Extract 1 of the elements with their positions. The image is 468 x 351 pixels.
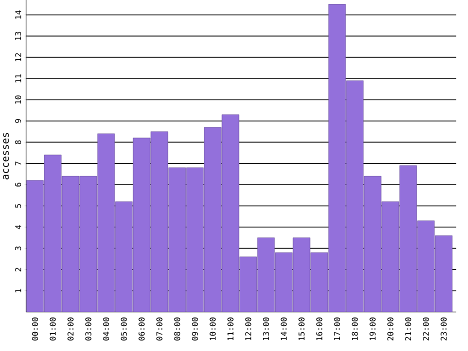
y-axis-title: accesses bbox=[3, 132, 9, 180]
